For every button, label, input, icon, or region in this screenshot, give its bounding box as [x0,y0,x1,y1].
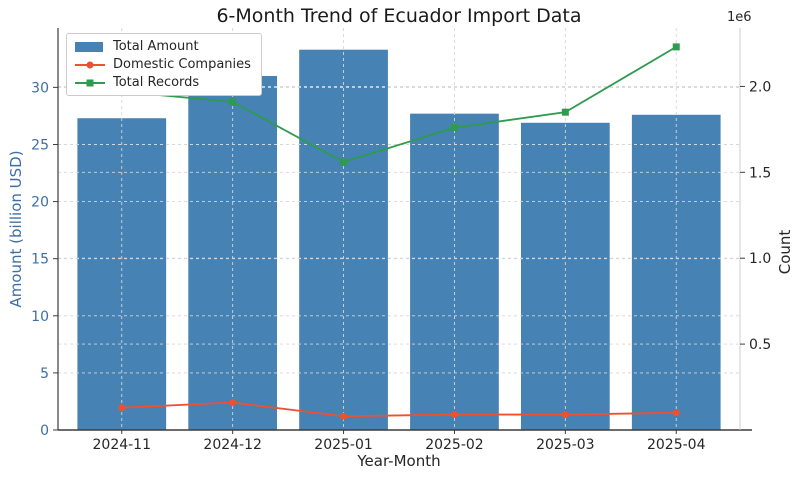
left-tick-label: 15 [31,252,49,268]
line-total-records [121,46,677,163]
right-tick-label: 1.0 [749,251,771,267]
legend-label: Domestic Companies [113,57,251,72]
bar-swatch-icon [75,41,103,52]
square-marker-icon [450,124,458,132]
circle-marker-icon [340,412,348,420]
legend-label: Total Amount [113,39,199,54]
x-tick-label: 2024-11 [93,437,152,453]
right-tick-label: 0.5 [749,337,771,353]
circle-marker-icon [450,411,458,419]
x-tick-label: 2024-12 [203,437,262,453]
left-tick-label: 5 [40,366,49,382]
right-tick-label: 2.0 [749,79,771,95]
legend-item-domestic-companies: Domestic Companies [75,57,251,72]
chart-title: 6-Month Trend of Ecuador Import Data [216,5,582,27]
left-tick-label: 20 [31,195,49,211]
circle-marker-icon [561,411,569,419]
legend-label: Total Records [113,75,200,90]
legend-item-total-amount: Total Amount [75,39,251,54]
square-marker-icon [672,43,680,51]
left-tick-label: 30 [31,80,49,96]
left-tick-label: 0 [40,423,49,439]
right-axis-offset-label: 1e6 [727,10,752,25]
circle-marker-icon [118,404,126,412]
x-tick-label: 2025-04 [647,437,706,453]
right-tick-label: 1.5 [749,165,771,181]
circle-marker-icon [229,399,237,407]
circle-marker-icon [672,409,680,417]
left-tick-label: 25 [31,137,49,153]
legend: Total Amount Domestic Companies Total Re… [66,33,262,96]
line-domestic-companies [121,401,677,418]
x-tick-label: 2025-03 [536,437,595,453]
square-marker-icon [229,98,237,106]
x-tick-label: 2025-02 [425,437,484,453]
legend-item-total-records: Total Records [75,75,251,90]
x-axis-title: Year-Month [357,452,441,470]
left-axis-title: Amount (billion USD) [7,150,25,308]
circle-marker-icon [86,61,94,68]
legend-line-circle-swatch [75,59,105,71]
square-marker-icon [86,79,94,86]
right-axis-title: Count [776,229,794,275]
left-tick-label: 10 [31,309,49,325]
legend-line-square-swatch [75,77,105,89]
legend-bar-swatch [75,41,105,53]
square-marker-icon [340,158,348,166]
square-marker-icon [561,108,569,116]
x-tick-label: 2025-01 [314,437,373,453]
